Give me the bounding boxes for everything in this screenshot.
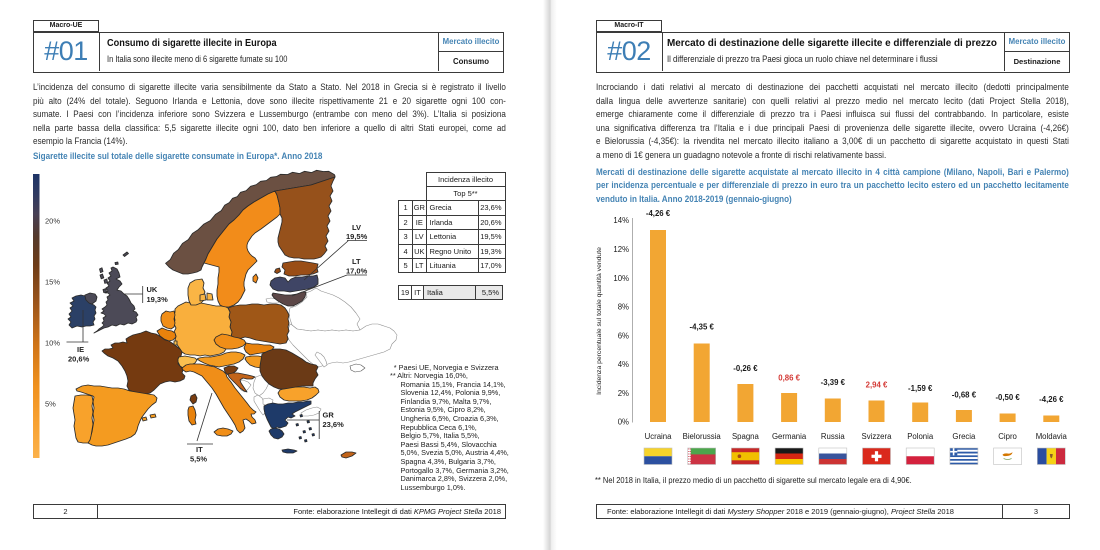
svg-text:23,6%: 23,6%	[323, 420, 345, 429]
svg-text:-4,26 €: -4,26 €	[1039, 395, 1064, 404]
svg-text:19,3%: 19,3%	[147, 295, 169, 304]
svg-text:12%: 12%	[613, 245, 629, 254]
svg-text:LV: LV	[352, 223, 361, 232]
svg-text:2%: 2%	[618, 389, 629, 398]
svg-text:0%: 0%	[618, 418, 629, 427]
svg-text:Spagna: Spagna	[732, 432, 760, 441]
svg-text:Incidenza percentuale sul tota: Incidenza percentuale sul totale quantit…	[596, 247, 603, 395]
svg-text:GR: GR	[323, 411, 335, 420]
svg-text:2,94 €: 2,94 €	[866, 380, 888, 389]
svg-text:20%: 20%	[45, 217, 60, 226]
svg-text:Svizzera: Svizzera	[862, 432, 893, 441]
svg-text:8%: 8%	[618, 303, 629, 312]
svg-text:-0,50 €: -0,50 €	[995, 393, 1020, 402]
svg-text:Germania: Germania	[772, 432, 807, 441]
svg-text:Russia: Russia	[821, 432, 845, 441]
svg-text:5%: 5%	[45, 400, 56, 409]
svg-text:14%: 14%	[613, 216, 629, 225]
svg-text:20,6%: 20,6%	[68, 355, 90, 364]
svg-text:-3,39 €: -3,39 €	[821, 378, 846, 387]
svg-text:15%: 15%	[45, 278, 60, 287]
svg-text:-0,26 €: -0,26 €	[733, 364, 758, 373]
svg-text:17,0%: 17,0%	[346, 267, 368, 276]
svg-text:-4,26 €: -4,26 €	[646, 209, 671, 218]
svg-text:19,5%: 19,5%	[346, 232, 368, 241]
svg-text:Polonia: Polonia	[907, 432, 934, 441]
svg-text:10%: 10%	[45, 339, 60, 348]
svg-text:Ucraina: Ucraina	[645, 432, 673, 441]
svg-text:LT: LT	[352, 257, 361, 266]
svg-text:-1,59 €: -1,59 €	[908, 384, 933, 393]
svg-text:10%: 10%	[613, 274, 629, 283]
svg-text:Grecia: Grecia	[952, 432, 976, 441]
svg-text:IE: IE	[77, 345, 84, 354]
svg-text:4%: 4%	[618, 360, 629, 369]
svg-text:5,5%: 5,5%	[190, 455, 207, 464]
svg-text:0,86 €: 0,86 €	[778, 373, 800, 382]
svg-text:UK: UK	[147, 285, 158, 294]
svg-text:Bielorussia: Bielorussia	[683, 432, 722, 441]
svg-text:-4,35 €: -4,35 €	[690, 323, 715, 332]
svg-text:IT: IT	[196, 445, 203, 454]
svg-text:-0,68 €: -0,68 €	[952, 390, 977, 399]
svg-text:Moldavia: Moldavia	[1036, 432, 1068, 441]
svg-text:Cipro: Cipro	[998, 432, 1017, 441]
svg-text:6%: 6%	[618, 331, 629, 340]
